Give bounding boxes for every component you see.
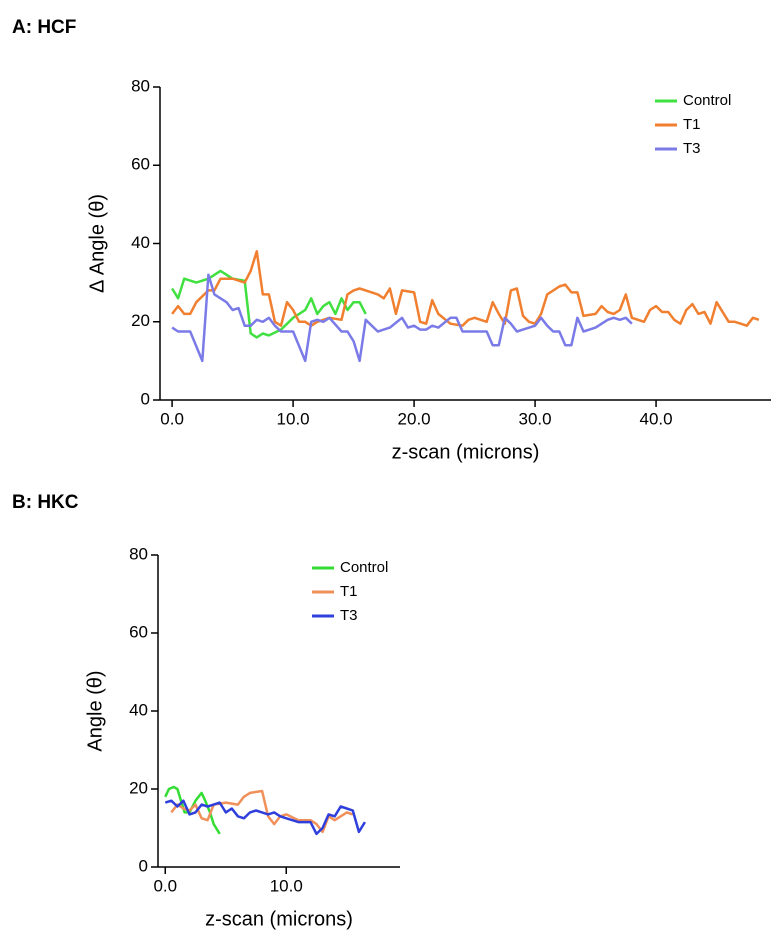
x-axis-label: z-scan (microns) [392,441,540,463]
y-tick-label: 20 [129,778,148,797]
y-axis-label: Angle (θ) [84,670,106,751]
legend-label: T3 [340,607,358,624]
y-tick-label: 40 [129,700,148,719]
line-series [164,799,366,836]
legend-label: T1 [340,583,358,600]
y-tick-label: 60 [131,155,150,174]
legend-label: T1 [683,116,701,133]
x-tick-label: 40.0 [640,409,673,428]
line-series [171,250,760,327]
chart-title: A: HCF [12,17,76,38]
chart-title: B: HKC [12,492,79,513]
x-axis-label: z-scan (microns) [205,908,353,930]
x-tick-label: 20.0 [398,409,431,428]
y-tick-label: 80 [131,76,150,95]
line-series [170,789,354,834]
y-tick-label: 60 [129,622,148,641]
x-tick-label: 10.0 [277,409,310,428]
legend-label: T3 [683,140,701,157]
legend-label: Control [683,92,731,109]
x-tick-label: 0.0 [153,876,177,895]
y-tick-label: 40 [131,233,150,252]
x-tick-label: 10.0 [270,876,303,895]
y-tick-label: 0 [139,856,148,875]
y-axis-label: Δ Angle (θ) [86,194,108,293]
y-tick-label: 20 [131,311,150,330]
x-tick-label: 30.0 [519,409,552,428]
y-tick-label: 0 [141,389,150,408]
line-series [171,273,633,363]
legend-label: Control [340,559,388,576]
x-tick-label: 0.0 [160,409,184,428]
y-tick-label: 80 [129,544,148,563]
